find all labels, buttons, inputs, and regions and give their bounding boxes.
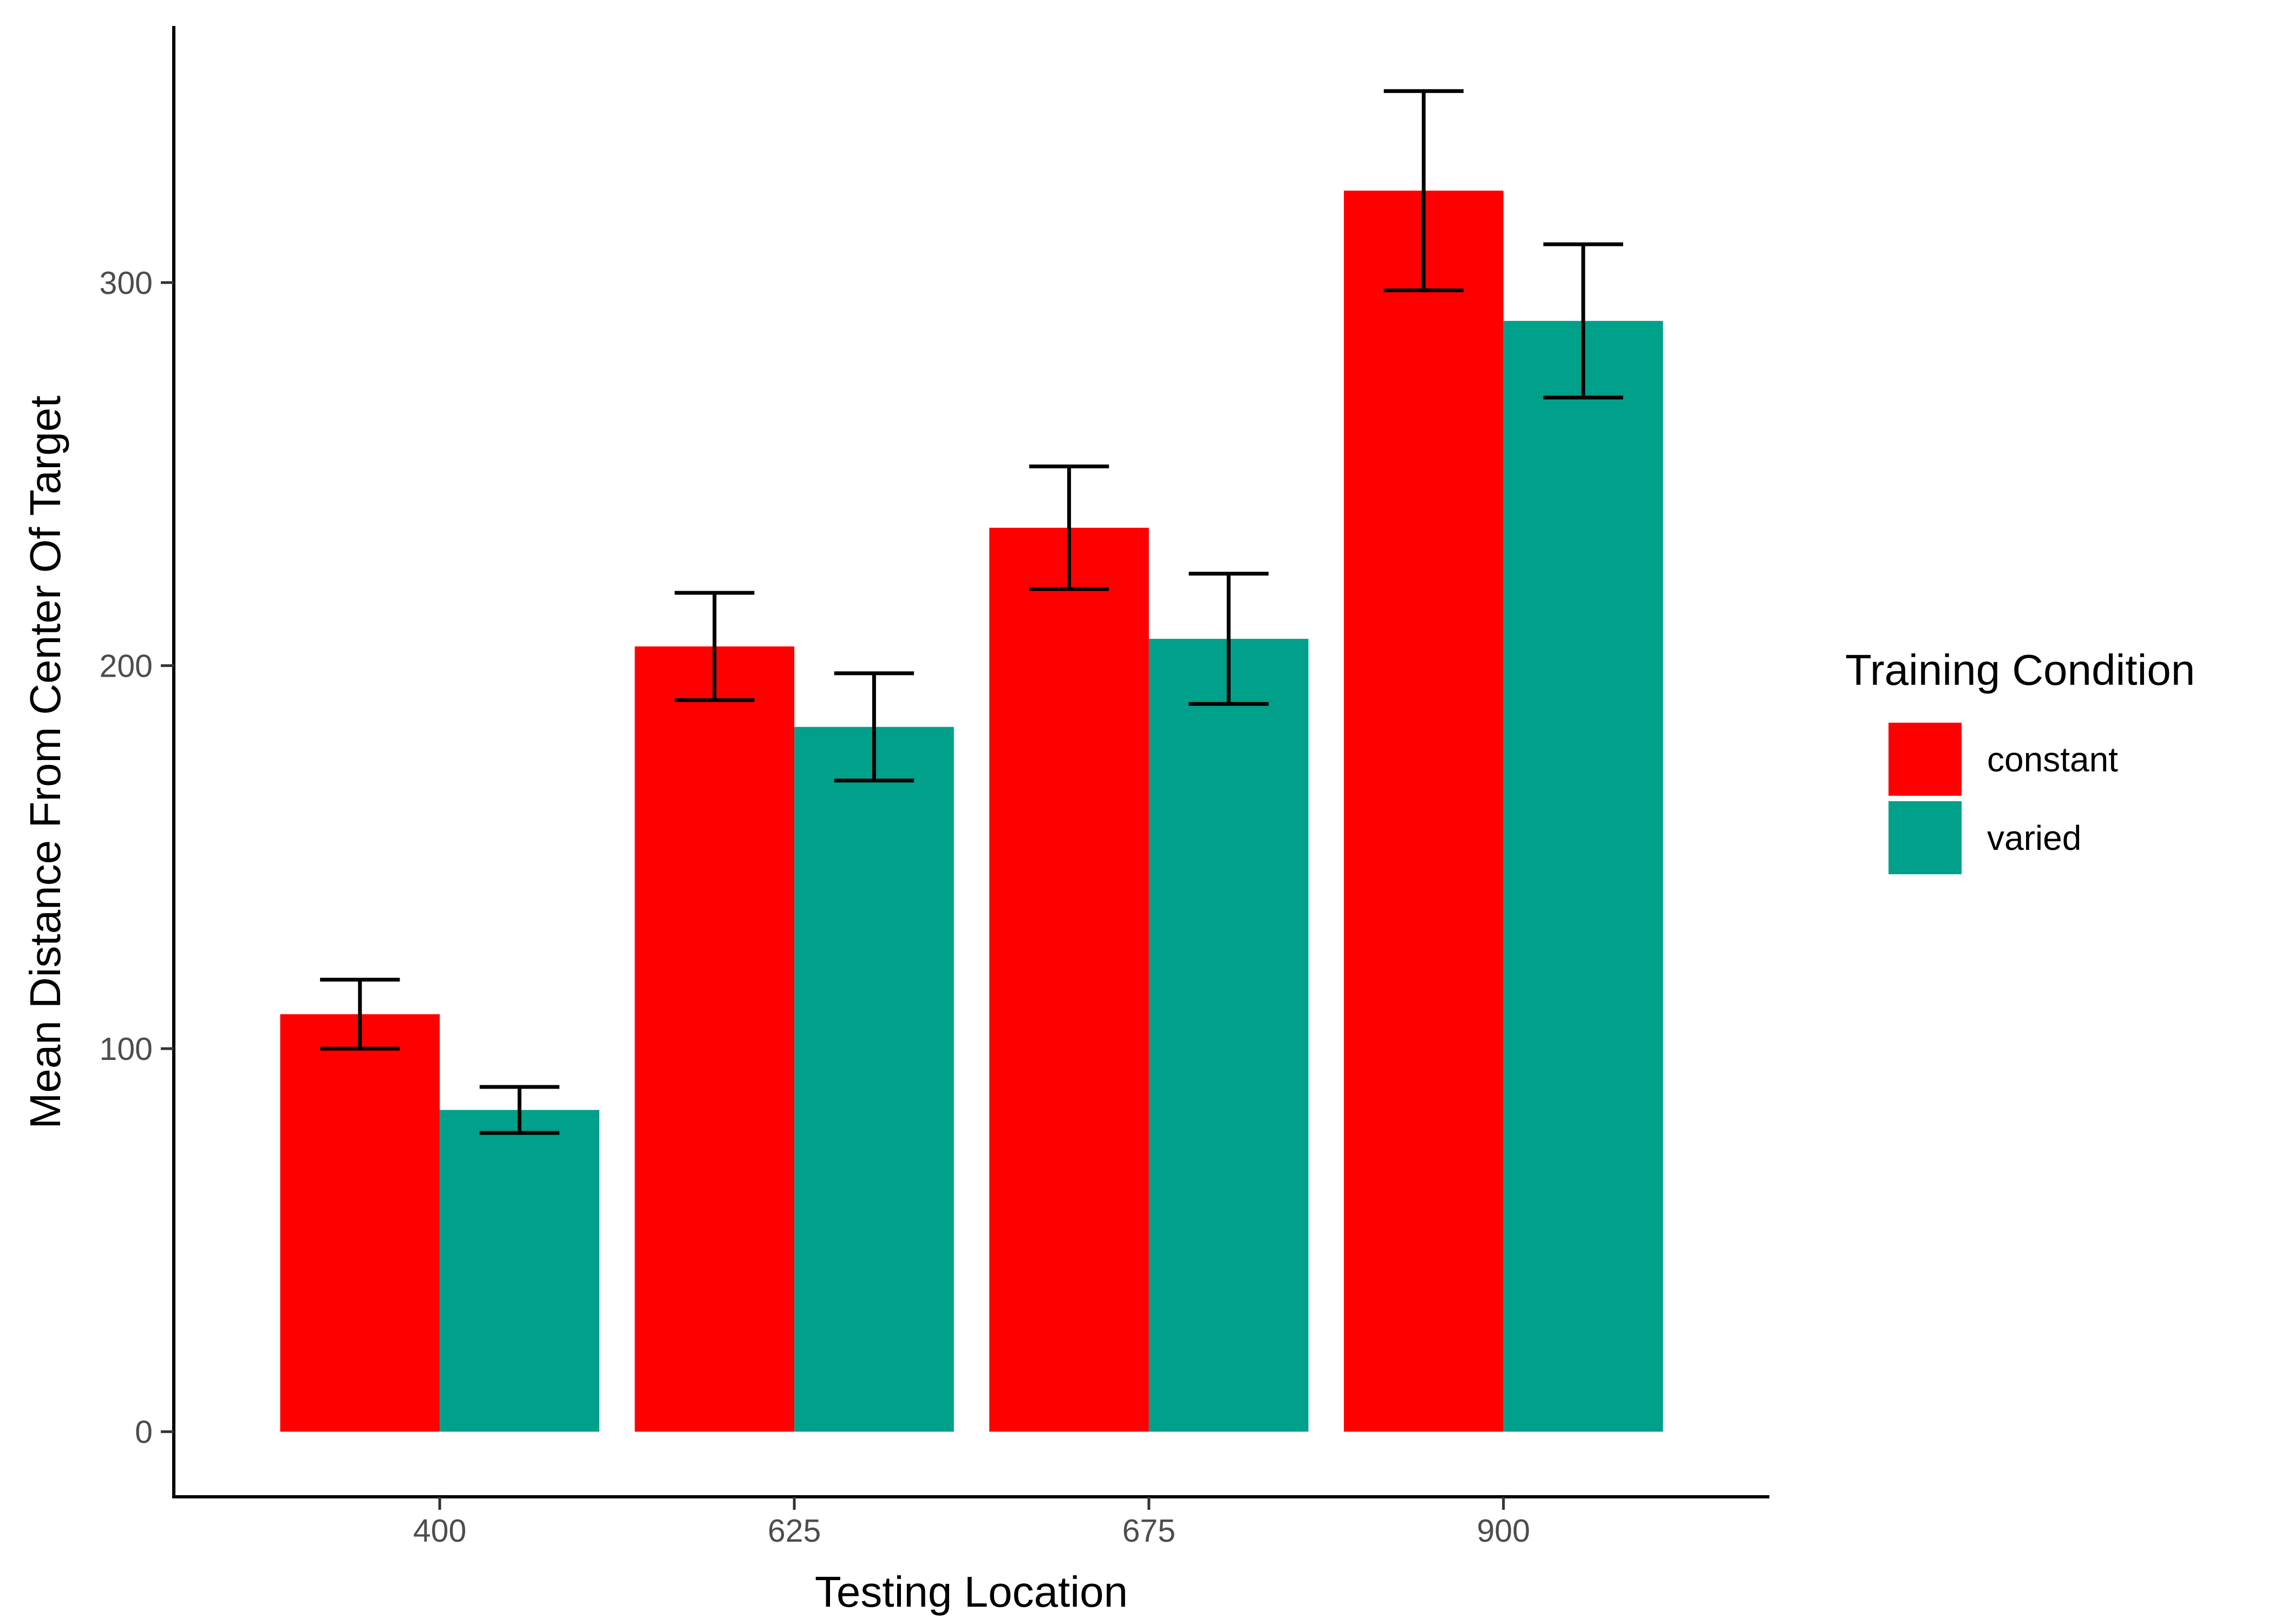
bar-constant-675 [989,527,1149,1432]
error-bar-constant-625 [675,591,755,702]
error-bar-constant-400 [320,978,400,1051]
error-bar-varied-625 [834,671,914,783]
y-tick-label: 0 [135,1415,153,1450]
x-ticks: 400 625 675 900 [413,1497,1530,1549]
error-bar-constant-900 [1383,89,1464,292]
legend: Training Condition constant varied [1845,646,2195,874]
y-tick-label: 200 [100,649,153,684]
x-tick-label: 625 [768,1513,821,1549]
y-tick-label: 100 [100,1031,153,1067]
error-bar-varied-900 [1543,242,1623,400]
legend-label-constant: constant [1987,740,2118,779]
y-axis: 0 100 200 300 [100,26,175,1498]
legend-key-constant [1889,723,1962,796]
error-bar-varied-400 [479,1085,560,1135]
error-bar-constant-675 [1029,464,1109,591]
legend-key-varied [1889,801,1962,874]
x-tick-label: 675 [1122,1513,1175,1549]
bar-constant-900 [1344,191,1504,1432]
x-axis: 400 625 675 900 [172,1495,1769,1549]
y-ticks: 0 100 200 300 [100,265,174,1450]
bars-layer [280,191,1663,1432]
bar-varied-900 [1503,320,1663,1432]
y-tick-label: 300 [100,265,153,301]
bar-varied-625 [794,726,954,1432]
bar-constant-400 [280,1014,440,1432]
bar-varied-675 [1148,639,1309,1432]
x-tick-label: 400 [413,1513,466,1549]
bar-constant-625 [635,646,795,1432]
bar-varied-400 [440,1110,599,1432]
error-bar-varied-675 [1188,572,1269,706]
error-bars-layer [320,89,1623,1135]
y-axis-title: Mean Distance From Center Of Target [21,396,69,1129]
x-axis-title: Testing Location [815,1568,1128,1616]
legend-label-varied: varied [1987,818,2081,857]
x-tick-label: 900 [1477,1513,1530,1549]
legend-title: Training Condition [1845,646,2195,694]
